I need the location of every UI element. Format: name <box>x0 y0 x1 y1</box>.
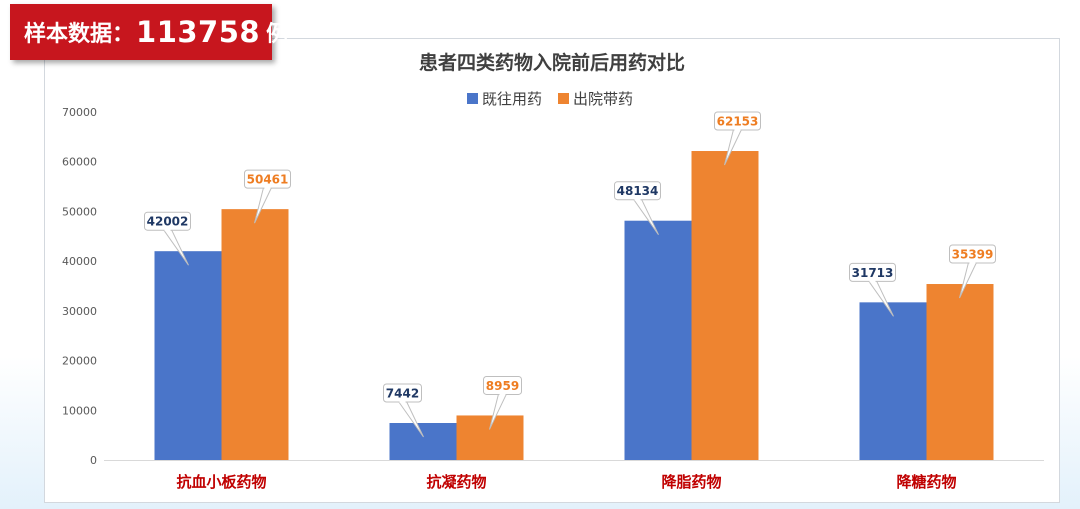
bar-2-1 <box>389 423 457 460</box>
callout-pointer-4-1 <box>868 280 894 317</box>
value-label-2-1: 7442 <box>386 387 419 401</box>
y-tick-label-0: 0 <box>90 454 97 467</box>
bars <box>154 151 994 460</box>
y-tick-label-3: 30000 <box>62 305 97 318</box>
callout-pointer-2-1 <box>398 401 424 438</box>
callout-joint-4-2 <box>969 261 976 265</box>
callout-joint-1-1 <box>164 228 171 232</box>
category-label-2: 抗凝药物 <box>426 473 486 491</box>
callout-pointer-3-1 <box>633 198 659 235</box>
value-label-4-1: 31713 <box>852 266 894 280</box>
bar-2-2 <box>456 415 524 460</box>
callout-joint-2-2 <box>499 392 506 396</box>
value-label-2-2: 8959 <box>486 379 519 393</box>
callout-joint-3-2 <box>734 128 741 132</box>
legend-swatch-2 <box>558 93 569 104</box>
y-tick-label-2: 20000 <box>62 355 97 368</box>
callout-joint-1-2 <box>264 186 271 190</box>
legend-label-1: 既往用药 <box>482 90 542 108</box>
callout-pointer-2-2 <box>489 393 507 430</box>
chart-title: 患者四类药物入院前后用药对比 <box>419 51 685 74</box>
callout-pointer-4-2 <box>959 262 977 299</box>
callout-joint-3-1 <box>634 198 641 201</box>
chart-legend: 既往用药 出院带药 <box>467 90 633 108</box>
value-label-3-1: 48134 <box>617 184 659 198</box>
bar-1-2 <box>221 209 289 460</box>
category-label-1: 抗血小板药物 <box>176 473 266 491</box>
y-tick-label-4: 40000 <box>62 255 97 268</box>
bar-3-2 <box>691 151 759 460</box>
value-labels: 42002 50461 7442 8959 48134 62153 31713 35399 <box>144 111 996 438</box>
y-tick-label-5: 50000 <box>62 205 97 218</box>
callout-pointer-1-2 <box>254 187 272 224</box>
y-tick-label-1: 10000 <box>62 404 97 417</box>
sample-count-value: 113758 <box>136 15 261 49</box>
callout-joint-4-1 <box>869 279 876 283</box>
y-tick-label-6: 60000 <box>62 156 97 169</box>
callout-pointer-3-2 <box>724 129 742 166</box>
bar-4-1 <box>859 302 927 460</box>
sample-count-label: 样本数据： <box>24 22 135 47</box>
y-tick-label-7: 70000 <box>62 106 97 119</box>
bar-3-1 <box>624 220 692 460</box>
value-label-4-2: 35399 <box>952 248 994 262</box>
value-label-3-2: 62153 <box>717 115 759 129</box>
y-axis: 0 10000 20000 30000 40000 50000 60000 70000 <box>62 106 1044 467</box>
bar-4-2 <box>926 284 994 460</box>
bar-1-1 <box>154 251 222 460</box>
category-label-3: 降脂药物 <box>661 473 721 491</box>
callout-pointer-1-1 <box>163 229 189 266</box>
sample-count-badge: 样本数据： 113758 例 <box>10 4 288 60</box>
x-axis: 抗血小板药物 抗凝药物 降脂药物 降糖药物 <box>176 473 956 491</box>
value-label-1-2: 50461 <box>247 173 289 187</box>
legend-swatch-1 <box>467 93 478 104</box>
sample-count-unit: 例 <box>266 22 289 47</box>
callout-joint-2-1 <box>399 400 406 404</box>
category-label-4: 降糖药物 <box>896 473 956 491</box>
value-label-1-1: 42002 <box>147 215 189 229</box>
legend-label-2: 出院带药 <box>573 90 633 108</box>
